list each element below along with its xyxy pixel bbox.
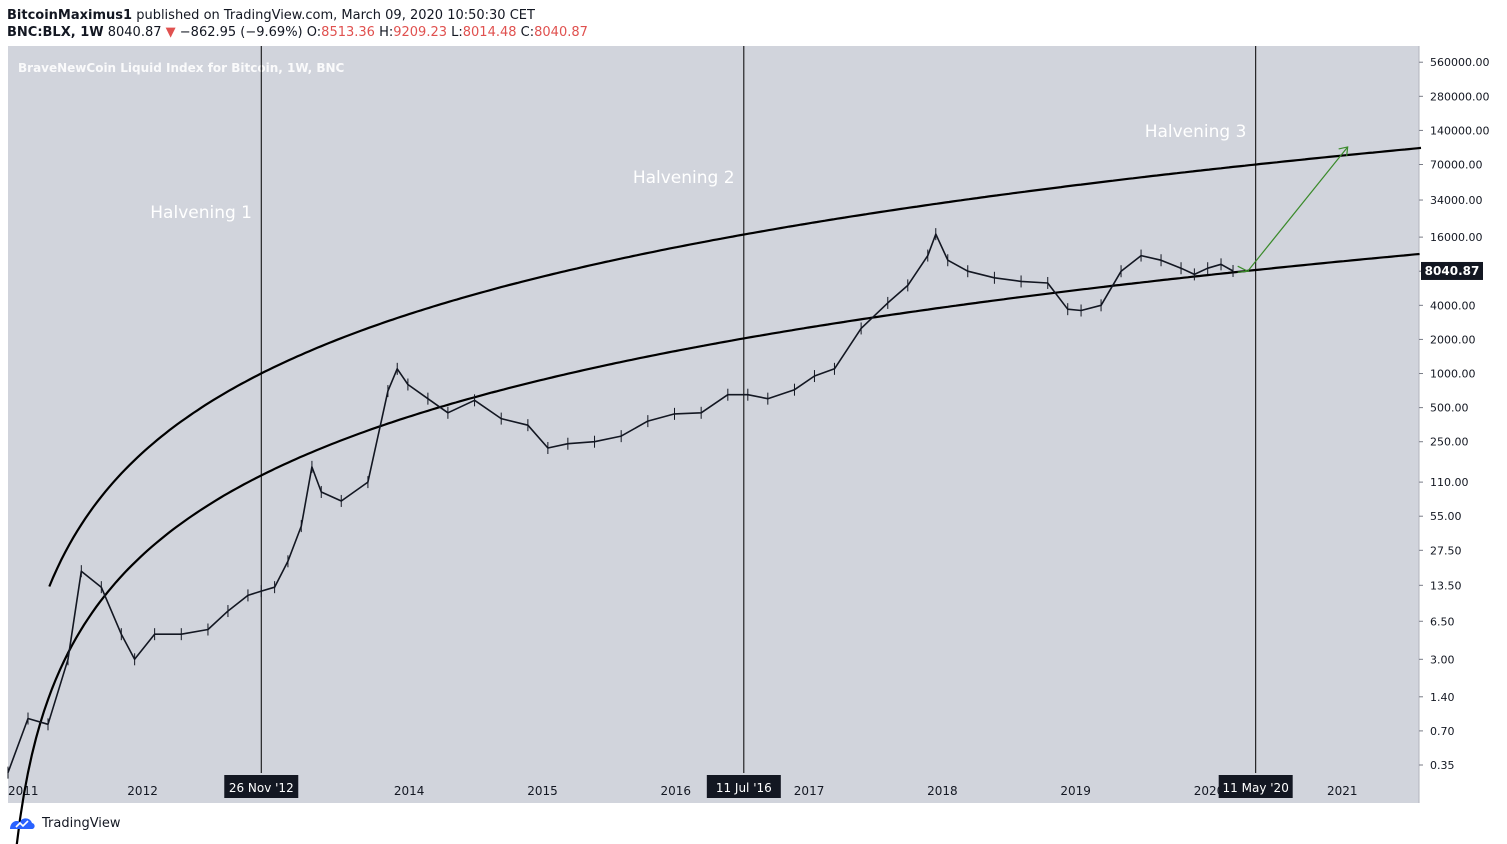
chart-title: BraveNewCoin Liquid Index for Bitcoin, 1… <box>18 61 345 75</box>
symbol-label: BNC:BLX, 1W <box>7 25 104 40</box>
y-tick-label: 27.50 <box>1430 544 1462 557</box>
high-value: 9209.23 <box>393 25 447 40</box>
halving-date-text: 26 Nov '12 <box>229 781 294 795</box>
x-tick-label: 2021 <box>1327 784 1358 798</box>
x-tick-label: 2015 <box>527 784 558 798</box>
y-tick-label: 13.50 <box>1430 579 1462 592</box>
low-label: L: <box>451 25 463 40</box>
y-tick-label: 250.00 <box>1430 436 1469 449</box>
halving-date-text: 11 May '20 <box>1223 781 1289 795</box>
last-price-text: 8040.87 <box>1425 264 1480 278</box>
y-tick-label: 16000.00 <box>1430 231 1483 244</box>
ohlc-bar: BNC:BLX, 1W 8040.87 ▼ −862.95 (−9.69%) O… <box>7 25 588 40</box>
x-tick-label: 2017 <box>794 784 825 798</box>
projection-arrow[interactable] <box>1247 146 1349 272</box>
y-tick-label: 55.00 <box>1430 510 1462 523</box>
x-tick-label: 2012 <box>127 784 158 798</box>
x-tick-label: 2011 <box>8 784 39 798</box>
x-tick-label: 2014 <box>394 784 425 798</box>
brand-name: TradingView <box>42 815 121 831</box>
halving-date-tag <box>224 775 299 798</box>
publish-info: published on TradingView.com, March 09, … <box>136 8 535 23</box>
author-name[interactable]: BitcoinMaximus1 <box>7 8 133 23</box>
y-tick-label: 2000.00 <box>1430 333 1476 346</box>
halving-label: Halvening 3 <box>1145 122 1247 142</box>
y-tick-label: 280000.00 <box>1430 90 1490 103</box>
open-value: 8513.36 <box>321 25 375 40</box>
y-tick-label: 0.35 <box>1430 759 1455 772</box>
price-change: −862.95 (−9.69%) <box>179 25 303 40</box>
halving-label: Halvening 2 <box>633 168 735 188</box>
footer-brand[interactable]: TradingView <box>8 815 121 831</box>
y-tick-label: 560000.00 <box>1430 56 1490 69</box>
high-label: H: <box>379 25 394 40</box>
close-value: 8040.87 <box>534 25 588 40</box>
last-price: 8040.87 <box>107 25 162 40</box>
open-label: O: <box>306 25 322 40</box>
y-tick-label: 6.50 <box>1430 615 1455 628</box>
projection-arrow-head <box>1338 146 1349 157</box>
y-tick-label: 110.00 <box>1430 476 1469 489</box>
x-tick-label: 2016 <box>661 784 692 798</box>
resistance-curve[interactable] <box>48 146 1422 587</box>
halving-label: Halvening 1 <box>150 203 252 223</box>
halving-date-tag <box>1218 775 1293 798</box>
y-tick-label: 1000.00 <box>1430 368 1476 381</box>
plot-area[interactable] <box>8 46 1419 773</box>
y-tick-label: 4000.00 <box>1430 299 1476 312</box>
y-tick-label: 34000.00 <box>1430 194 1483 207</box>
last-price-tag <box>1421 261 1483 280</box>
support-curve[interactable] <box>15 252 1420 844</box>
x-tick-label: 2020 <box>1194 784 1225 798</box>
y-tick-label: 3.00 <box>1430 653 1455 666</box>
x-tick-label: 2019 <box>1060 784 1091 798</box>
publish-header: BitcoinMaximus1 published on TradingView… <box>7 6 535 25</box>
down-arrow-icon: ▼ <box>165 25 176 40</box>
tradingview-logo-icon <box>10 818 35 829</box>
x-tick-label: 2018 <box>927 784 958 798</box>
y-tick-label: 1.40 <box>1430 691 1455 704</box>
y-tick-label: 500.00 <box>1430 402 1469 415</box>
halving-date-tag <box>706 775 781 798</box>
y-tick-label: 0.70 <box>1430 725 1455 738</box>
low-value: 8014.48 <box>462 25 517 40</box>
close-label: C: <box>520 25 535 40</box>
y-tick-label: 70000.00 <box>1430 159 1483 172</box>
y-tick-label: 140000.00 <box>1430 124 1490 137</box>
halving-date-text: 11 Jul '16 <box>716 781 772 795</box>
projection-arrow-tail <box>1237 265 1250 273</box>
